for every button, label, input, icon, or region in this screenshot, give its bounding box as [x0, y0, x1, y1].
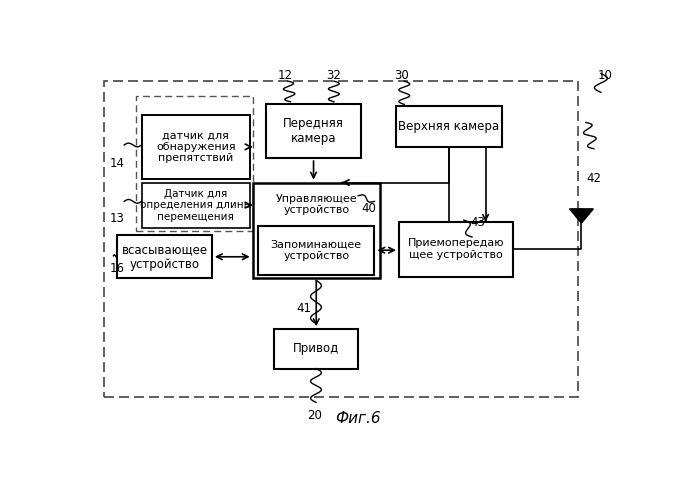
Bar: [141, 115, 250, 179]
Text: Фиг.6: Фиг.6: [336, 411, 381, 426]
Text: Датчик для
определения длины
перемещения: Датчик для определения длины перемещения: [140, 188, 252, 222]
Bar: [136, 96, 252, 231]
Text: Верхняя камера: Верхняя камера: [398, 120, 500, 133]
Bar: [252, 183, 380, 278]
Text: Запоминающее
устройство: Запоминающее устройство: [271, 240, 362, 261]
Text: 43: 43: [470, 216, 485, 228]
Text: 20: 20: [308, 409, 322, 422]
Text: Привод: Привод: [293, 343, 340, 355]
Text: 32: 32: [326, 69, 341, 82]
Text: 14: 14: [110, 157, 124, 170]
Bar: [396, 105, 502, 147]
Text: Приемопередаю
щее устройство: Приемопередаю щее устройство: [408, 239, 504, 260]
Text: 12: 12: [278, 69, 293, 82]
Bar: [274, 329, 359, 368]
Bar: [103, 81, 577, 397]
Polygon shape: [570, 209, 593, 223]
Bar: [266, 103, 361, 158]
Text: Передняя
камера: Передняя камера: [283, 117, 344, 145]
Bar: [141, 183, 250, 227]
Text: 10: 10: [597, 69, 612, 82]
Bar: [399, 222, 512, 277]
Text: 40: 40: [361, 203, 377, 215]
Text: всасывающее
устройство: всасывающее устройство: [122, 243, 208, 271]
Bar: [117, 235, 212, 278]
Text: датчик для
обнаружения
препятствий: датчик для обнаружения препятствий: [156, 130, 236, 163]
Text: Управляющее
устройство: Управляющее устройство: [275, 194, 357, 215]
Text: 16: 16: [110, 263, 124, 276]
Text: 42: 42: [586, 172, 601, 185]
Bar: [258, 226, 375, 275]
Text: 30: 30: [394, 69, 409, 82]
Text: 41: 41: [296, 302, 312, 315]
Text: 13: 13: [110, 212, 124, 225]
